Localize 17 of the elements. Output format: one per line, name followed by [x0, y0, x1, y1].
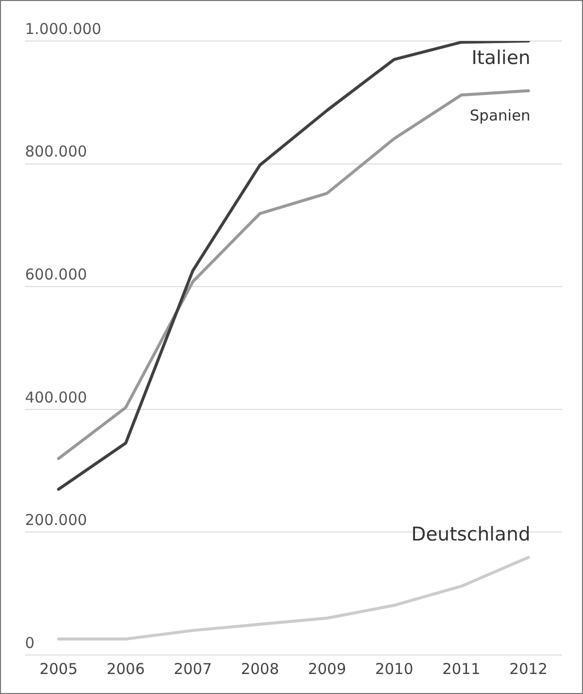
y-tick-label: 800.000 — [25, 142, 88, 161]
x-tick-label: 2009 — [308, 660, 346, 678]
y-tick-label: 200.000 — [25, 511, 88, 530]
series-label: Italien — [471, 46, 530, 69]
x-tick-label: 2011 — [442, 660, 480, 678]
y-tick-label: 400.000 — [25, 388, 88, 406]
x-tick-label: 2008 — [240, 660, 280, 678]
x-tick-label: 2007 — [174, 660, 212, 678]
y-tick-label: 0 — [25, 634, 35, 652]
series-label: Deutschland — [411, 523, 530, 546]
x-tick-label: 2010 — [375, 660, 414, 678]
x-tick-label: 2006 — [106, 660, 145, 678]
y-tick-label: 600.000 — [25, 265, 88, 284]
x-tick-label: 2005 — [39, 660, 78, 678]
y-tick-label: 1.000.000 — [25, 20, 102, 38]
series-label: Spanien — [470, 106, 530, 125]
x-tick-label: 2012 — [509, 660, 548, 678]
